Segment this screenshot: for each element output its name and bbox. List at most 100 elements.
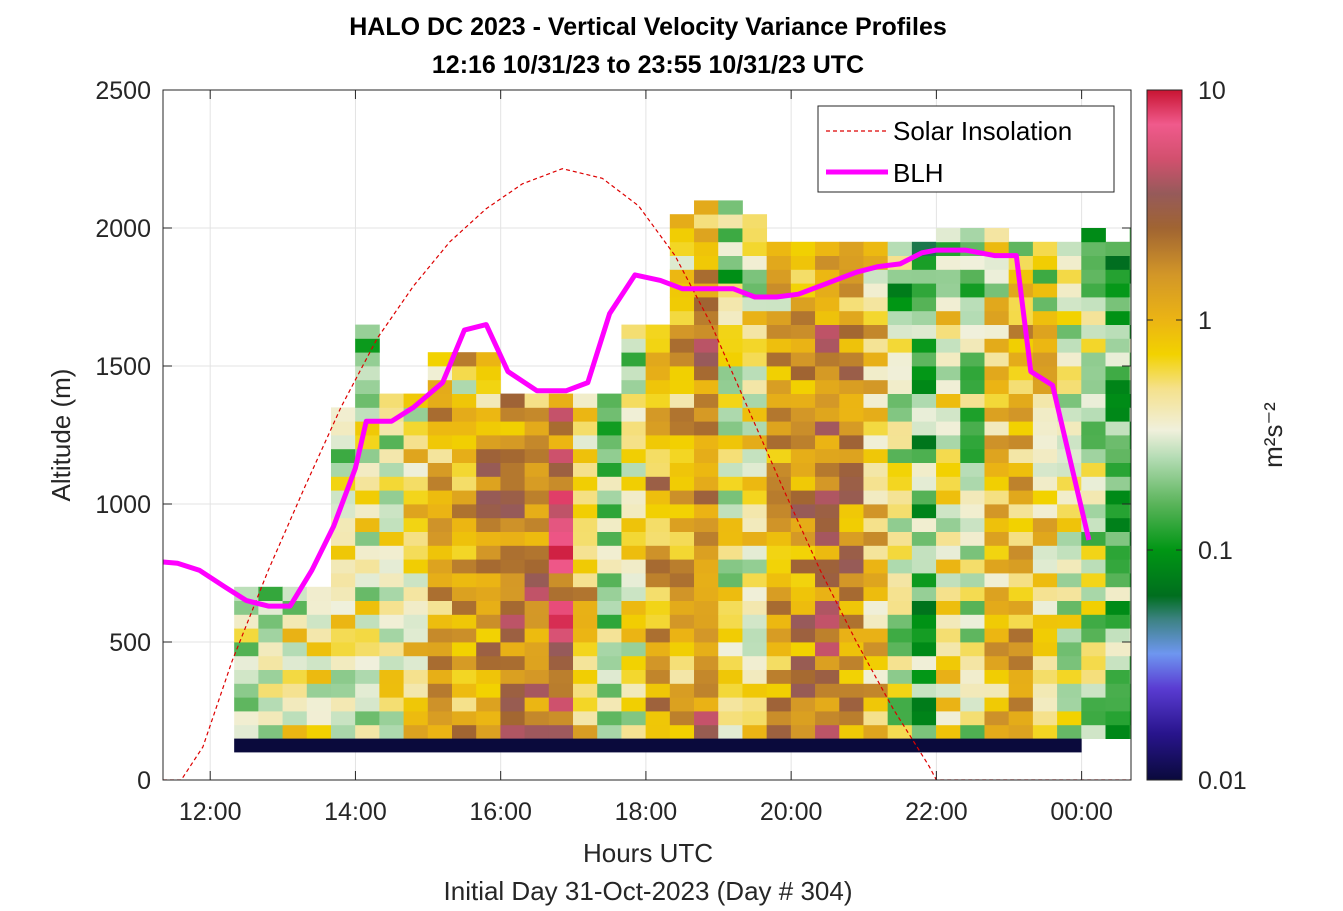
heatmap-cell — [839, 435, 864, 450]
heatmap-cell — [282, 642, 308, 657]
heatmap-cell — [766, 531, 792, 546]
heatmap-cell — [330, 669, 356, 684]
heatmap-cell — [936, 531, 961, 546]
heatmap-cell — [766, 366, 792, 381]
heatmap-cell — [330, 531, 356, 546]
heatmap-cell — [1202, 573, 1227, 587]
heatmap-cell — [1251, 683, 1276, 697]
heatmap-cell — [330, 697, 356, 712]
heatmap-cell — [984, 228, 1010, 243]
heatmap-cell — [1129, 697, 1131, 712]
heatmap-cell — [790, 586, 816, 601]
heatmap-cell — [742, 421, 768, 436]
heatmap-cell — [573, 628, 598, 643]
heatmap-cell — [911, 600, 937, 615]
heatmap-cell — [476, 683, 501, 698]
heatmap-cell — [839, 324, 864, 339]
heatmap-cell — [790, 421, 816, 436]
heatmap-cell — [379, 724, 404, 739]
heatmap-cell — [1032, 297, 1058, 312]
heatmap-cell — [911, 379, 937, 394]
heatmap-cell — [887, 628, 913, 643]
heatmap-cell — [718, 324, 743, 339]
heatmap-cell — [573, 490, 598, 505]
heatmap-cell — [234, 724, 259, 739]
heatmap-cell — [839, 366, 864, 381]
heatmap-cell — [427, 600, 453, 615]
variance-heatmap — [234, 200, 1276, 753]
heatmap-cell — [839, 297, 864, 312]
heatmap-cell — [452, 669, 477, 684]
heatmap-cell — [1105, 711, 1131, 726]
heatmap-cell — [718, 517, 743, 532]
heatmap-cell — [621, 421, 647, 436]
heatmap-cell — [839, 655, 864, 670]
heatmap-cell — [403, 517, 429, 532]
heatmap-cell — [815, 642, 840, 657]
heatmap-cell — [669, 559, 695, 574]
heatmap-cell — [548, 711, 574, 726]
heatmap-cell — [427, 448, 453, 463]
heatmap-cell — [742, 545, 768, 560]
heatmap-cell — [718, 338, 743, 353]
heatmap-cell — [1081, 711, 1106, 726]
heatmap-cell — [887, 531, 913, 546]
heatmap-cell — [476, 352, 501, 367]
heatmap-cell — [1081, 366, 1106, 381]
heatmap-cell — [887, 669, 913, 684]
heatmap-cell — [936, 283, 961, 298]
heatmap-cell — [815, 379, 840, 394]
heatmap-cell — [863, 586, 889, 601]
heatmap-cell — [1105, 407, 1131, 422]
heatmap-cell — [1251, 670, 1276, 684]
heatmap-cell — [742, 573, 768, 588]
heatmap-cell — [936, 683, 961, 698]
heatmap-cell — [476, 379, 501, 394]
heatmap-cell — [1081, 545, 1106, 560]
heatmap-cell — [887, 324, 913, 339]
heatmap-cell — [330, 559, 356, 574]
heatmap-cell — [524, 531, 550, 546]
heatmap-cell — [815, 531, 840, 546]
heatmap-cell — [1057, 697, 1082, 712]
heatmap-cell — [863, 310, 889, 325]
x-tick-label: 18:00 — [615, 798, 678, 826]
heatmap-cell — [379, 476, 404, 491]
heatmap-cell — [694, 435, 719, 450]
heatmap-cell — [234, 697, 259, 712]
heatmap-cell — [1129, 352, 1131, 367]
heatmap-cell — [1057, 559, 1082, 574]
heatmap-cell — [379, 490, 404, 505]
heatmap-cell — [960, 559, 985, 574]
heatmap-cell — [766, 297, 792, 312]
heatmap-cell — [863, 655, 889, 670]
heatmap-cell — [500, 628, 526, 643]
heatmap-cell — [839, 476, 864, 491]
y-axis-label: Altitude (m) — [46, 369, 76, 502]
heatmap-cell — [669, 683, 695, 698]
heatmap-cell — [718, 241, 743, 256]
heatmap-cell — [500, 724, 526, 739]
heatmap-cell — [839, 255, 864, 270]
heatmap-cell — [548, 559, 574, 574]
heatmap-cell — [1105, 724, 1131, 739]
heatmap-cell — [1251, 642, 1276, 656]
heatmap-cell — [863, 283, 889, 298]
heatmap-cell — [1129, 462, 1131, 477]
heatmap-cell — [742, 366, 768, 381]
heatmap-cell — [1251, 283, 1276, 297]
heatmap-cell — [452, 504, 477, 519]
heatmap-cell — [621, 366, 647, 381]
y-tick-label: 1500 — [95, 353, 151, 381]
heatmap-cell — [815, 559, 840, 574]
colorbar-tick-label: 10 — [1198, 77, 1226, 105]
legend-entry-blh: BLH — [893, 158, 944, 188]
heatmap-cell — [984, 600, 1010, 615]
heatmap-cell — [573, 476, 598, 491]
heatmap-cell — [1251, 532, 1276, 546]
heatmap-cell — [1081, 462, 1106, 477]
heatmap-cell — [936, 228, 961, 243]
heatmap-cell — [669, 228, 695, 243]
heatmap-cell — [790, 655, 816, 670]
heatmap-cell — [1129, 324, 1131, 339]
